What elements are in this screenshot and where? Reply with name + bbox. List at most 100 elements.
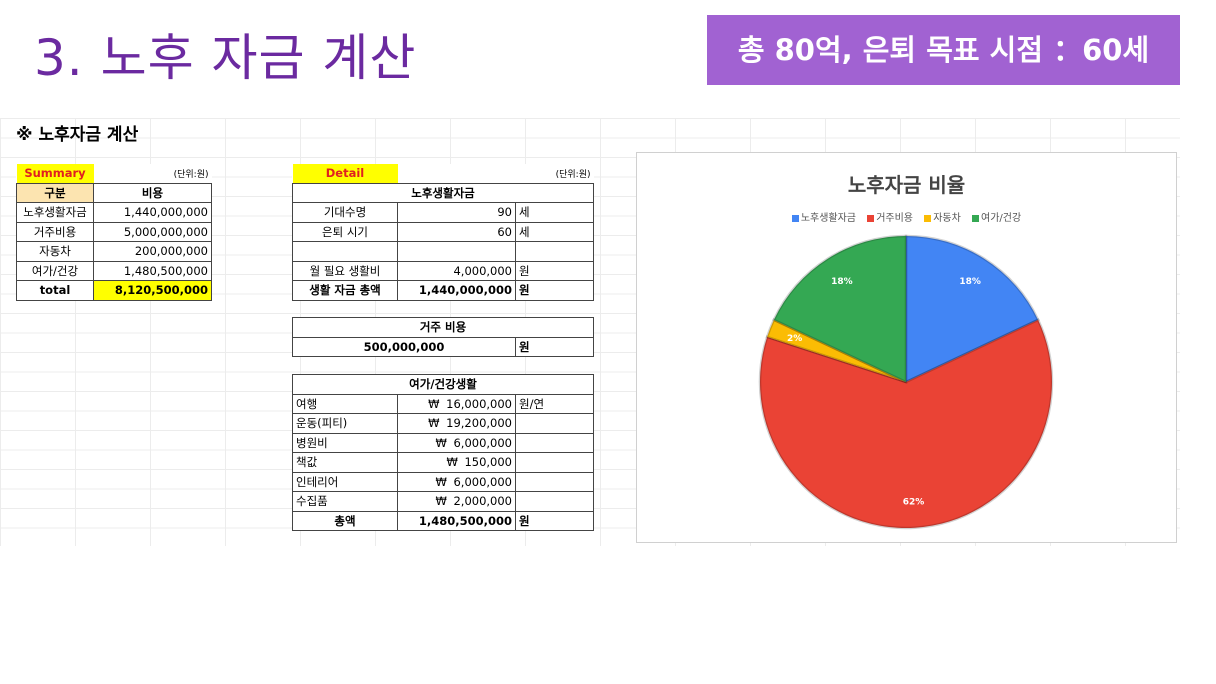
pie-slice[interactable] [758,318,1054,530]
table-row: 자동차 200,000,000 [16,241,212,262]
housing-title: 거주 비용 [292,317,594,338]
living-row-label: 은퇴 시기 [292,221,398,242]
pie-slice-label: 62% [903,497,925,507]
table-row: 수집품 ₩2,000,000 [292,491,594,512]
detail-living-table: Detail (단위:원) 노후생활자금 기대수명 90 세 은퇴 시기 60 … [292,164,594,301]
pie-slice[interactable] [772,234,908,384]
living-row-unit [515,241,594,262]
leisure-row-unit [515,471,594,492]
leisure-row-unit [515,413,594,434]
summary-row-label: 노후생활자금 [16,202,94,223]
living-total-unit: 원 [515,280,594,301]
leisure-title: 여가/건강생활 [292,374,594,395]
section-title: ※ 노후자금 계산 [16,125,139,145]
pie-slice-label: 18% [959,277,981,287]
legend-item[interactable]: 거주비용 [867,213,913,224]
summary-header: Summary [16,164,94,183]
won-sign: ₩ [428,396,440,411]
summary-row-value: 5,000,000,000 [93,221,212,242]
chart-title: 노후자금 비율 [847,173,966,197]
leisure-row-unit [515,452,594,473]
living-total-label: 생활 자금 총액 [292,280,398,301]
won-sign: ₩ [435,435,447,450]
summary-table: Summary (단위:원) 구분 비용 노후생활자금 1,440,000,00… [16,164,212,301]
table-row: 은퇴 시기 60 세 [292,221,594,242]
leisure-row-label: 여행 [292,393,398,414]
living-row-value [397,241,516,262]
leisure-row-value: 16,000,000 [446,396,512,411]
table-row [292,241,594,262]
table-row: 운동(피티) ₩19,200,000 [292,413,594,434]
pie-slice-label: 2% [787,334,802,344]
legend-label: 거주비용 [876,213,914,224]
living-row-label: 기대수명 [292,202,398,223]
summary-total-label: total [16,280,94,301]
table-row: 책값 ₩150,000 [292,452,594,473]
won-sign: ₩ [446,455,458,470]
table-row: 월 필요 생활비 4,000,000 원 [292,260,594,281]
pie-plot-area: 18% 62% 2% 18% [758,234,1054,530]
leisure-row-label: 병원비 [292,432,398,453]
living-row-label [292,241,398,262]
detail-housing-table: 거주 비용 500,000,000 원 [292,317,594,357]
legend-swatch [924,214,932,222]
table-row: 노후생활자금 1,440,000,000 [16,202,212,223]
leisure-row-value: 2,000,000 [453,494,512,509]
leisure-row-value: 19,200,000 [446,416,512,431]
legend-item[interactable]: 노후생활자금 [791,213,857,224]
summary-row-value: 1,440,000,000 [93,202,212,223]
table-row: 여행 ₩16,000,000 원/연 [292,393,594,414]
leisure-row-label: 책값 [292,452,398,473]
table-row: 기대수명 90 세 [292,202,594,223]
detail-header: Detail [292,164,398,183]
summary-row-label: 거주비용 [16,221,94,242]
leisure-row-label: 인테리어 [292,471,398,492]
living-row-label: 월 필요 생활비 [292,260,398,281]
table-row: 거주비용 5,000,000,000 [16,221,212,242]
summary-row-value: 200,000,000 [93,241,212,262]
detail-leisure-table: 여가/건강생활 여행 ₩16,000,000 원/연 운동(피티) ₩19,20… [292,374,594,531]
pie-chart[interactable]: 노후자금 비율 노후생활자금 거주비용 자동차 여가/건강 18% 62% 2% 18… [636,152,1177,543]
summary-col-category: 구분 [16,182,94,203]
leisure-total-unit: 원 [515,510,594,531]
page-title: 3. 노후 자금 계산 [34,29,417,87]
living-total-value: 1,440,000,000 [397,280,516,301]
won-sign: ₩ [428,416,440,431]
leisure-row-value: 6,000,000 [453,435,512,450]
housing-unit: 원 [515,336,594,357]
summary-row-label: 자동차 [16,241,94,262]
legend-item[interactable]: 여가/건강 [972,213,1021,224]
summary-row-label: 여가/건강 [16,260,94,281]
leisure-total-label: 총액 [292,510,398,531]
legend-label: 자동차 [933,213,961,224]
summary-row-value: 1,480,500,000 [93,260,212,281]
leisure-total-value: 1,480,500,000 [397,510,516,531]
leisure-row-unit [515,491,594,512]
leisure-row-value: 6,000,000 [453,474,512,489]
leisure-row-label: 수집품 [292,491,398,512]
legend-label: 여가/건강 [981,213,1022,224]
legend-swatch [972,214,979,222]
leisure-row-unit [515,432,594,453]
housing-value: 500,000,000 [292,336,516,357]
legend-label: 노후생활자금 [800,213,857,224]
living-row-unit: 세 [515,202,594,223]
living-row-value: 60 [397,221,516,242]
legend-swatch [791,214,799,222]
pie-slice[interactable] [904,234,1040,384]
table-row: 인테리어 ₩6,000,000 [292,471,594,492]
goal-banner: 총 80억, 은퇴 목표 시점 ：60세 [707,15,1180,85]
chart-legend: 노후생활자금 거주비용 자동차 여가/건강 [637,209,1176,224]
summary-col-cost: 비용 [93,182,212,203]
won-sign: ₩ [435,494,447,509]
legend-item[interactable]: 자동차 [924,213,961,224]
leisure-row-label: 운동(피티) [292,413,398,434]
leisure-row-unit: 원/연 [515,393,594,414]
living-row-unit: 세 [515,221,594,242]
pie-slice-label: 18% [831,277,853,287]
table-row: 여가/건강 1,480,500,000 [16,260,212,281]
summary-unit: (단위:원) [173,169,209,180]
living-row-value: 90 [397,202,516,223]
pie-slice[interactable] [765,318,907,384]
detail-unit: (단위:원) [555,169,591,180]
